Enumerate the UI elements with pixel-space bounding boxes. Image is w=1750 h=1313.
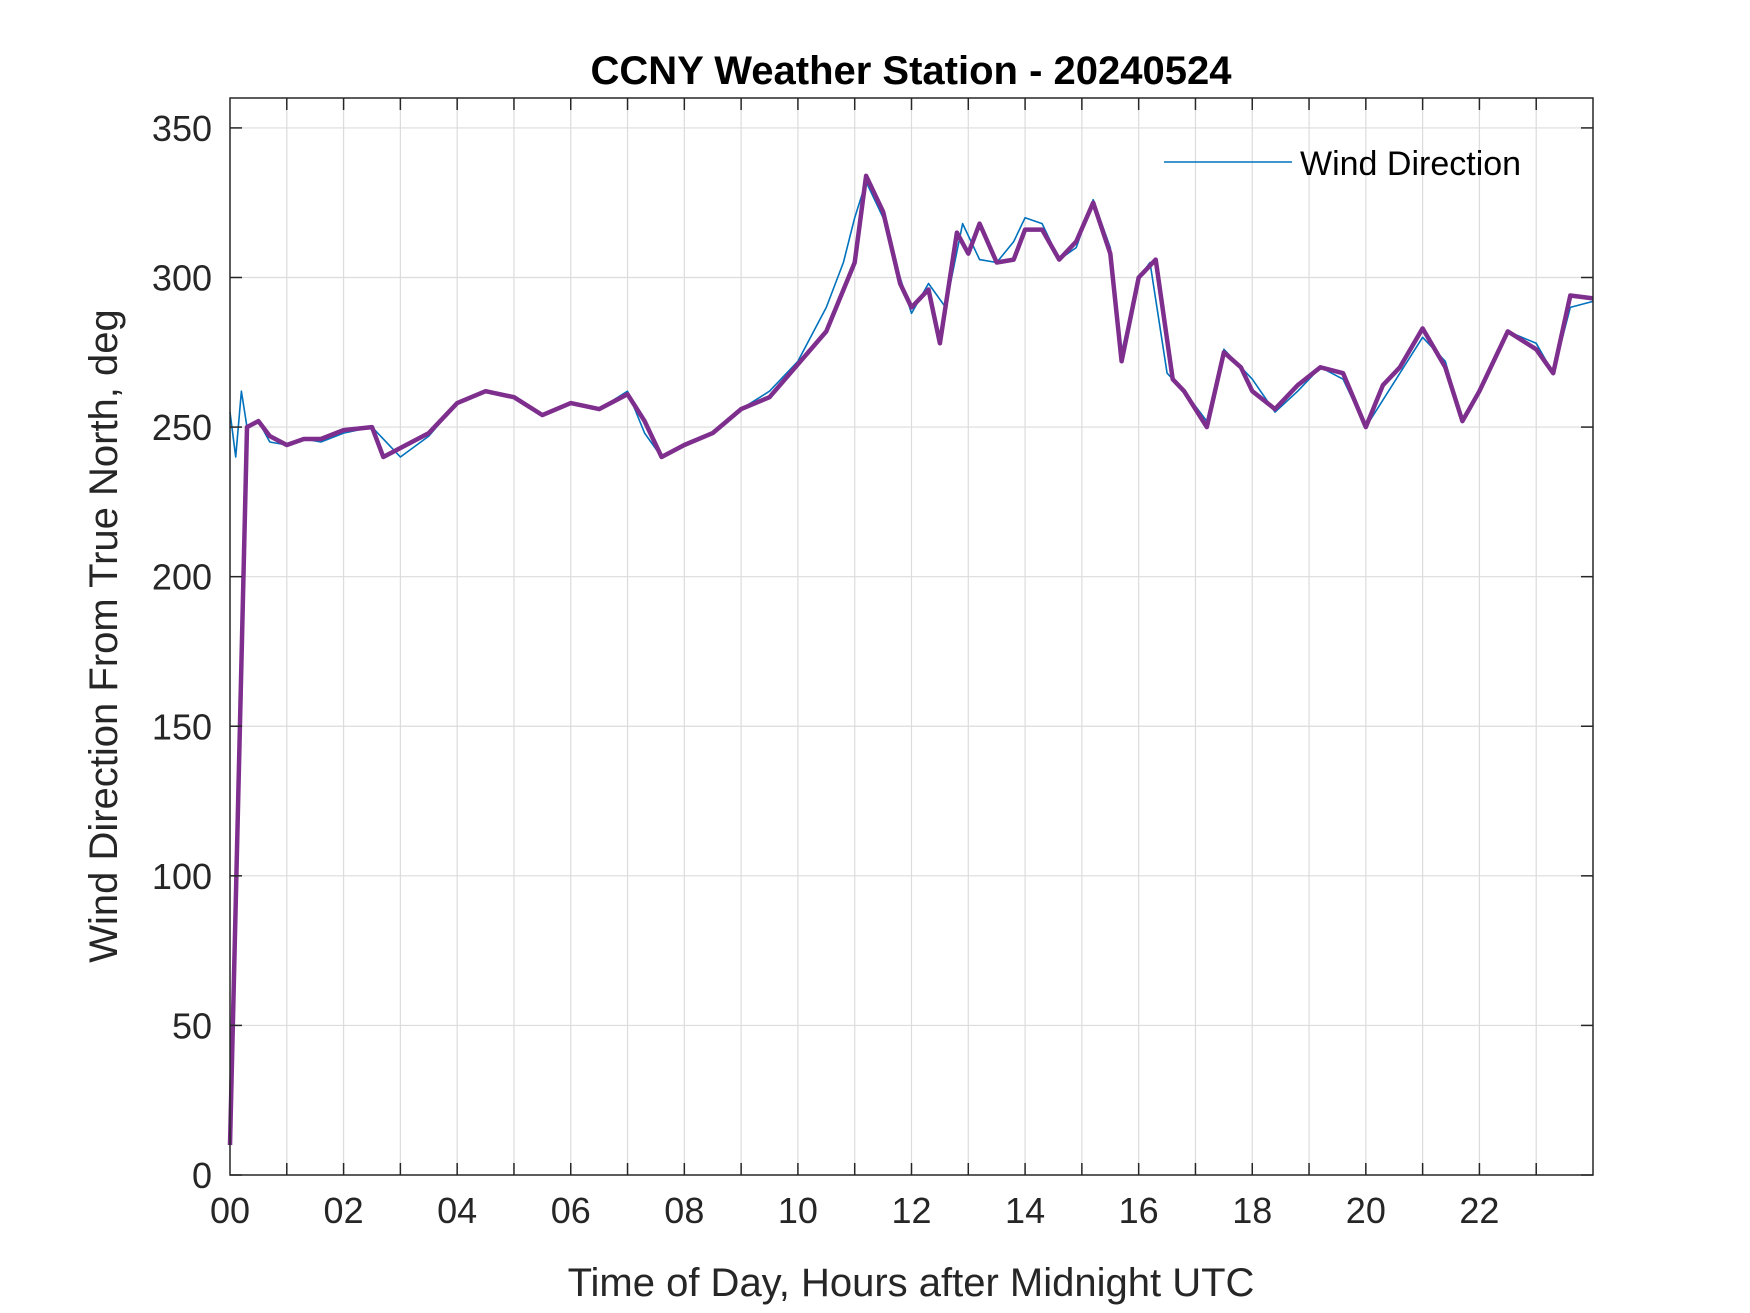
x-axis-label: Time of Day, Hours after Midnight UTC [568,1261,1255,1305]
y-tick-label: 250 [152,407,212,448]
axis-ticks [230,98,1593,1176]
running-mean-line [227,173,1594,1146]
x-tick-label: 20 [1346,1190,1386,1231]
x-tick-label: 00 [210,1190,250,1231]
x-tick-label: 18 [1232,1190,1272,1231]
y-tick-label: 100 [152,856,212,897]
x-tick-label: 08 [664,1190,704,1231]
x-tick-label: 06 [551,1190,591,1231]
grid-lines [230,98,1593,1175]
series-layer [227,173,1594,1146]
y-tick-label: 50 [172,1005,212,1046]
y-tick-label: 350 [152,108,212,149]
x-tick-labels: 00 02 04 06 08 10 12 14 16 18 20 22 [210,1190,1499,1231]
chart-title: CCNY Weather Station - 20240524 [591,49,1233,93]
x-tick-label: 14 [1005,1190,1045,1231]
legend-label-wind-direction: Wind Direction [1300,145,1521,183]
x-tick-label: 12 [891,1190,931,1231]
y-tick-label: 0 [192,1155,212,1196]
y-tick-label: 300 [152,258,212,299]
x-tick-label: 22 [1459,1190,1499,1231]
x-tick-label: 02 [324,1190,364,1231]
x-tick-label: 10 [778,1190,818,1231]
legend: Wind Direction [1164,145,1521,183]
y-tick-labels: 0 50 100 150 200 250 300 350 [152,108,212,1196]
y-tick-label: 200 [152,557,212,598]
y-tick-label: 150 [152,706,212,747]
x-tick-label: 16 [1119,1190,1159,1231]
y-axis-label: Wind Direction From True North, deg [82,309,126,963]
wind-direction-line [229,181,1594,458]
x-tick-label: 04 [437,1190,477,1231]
